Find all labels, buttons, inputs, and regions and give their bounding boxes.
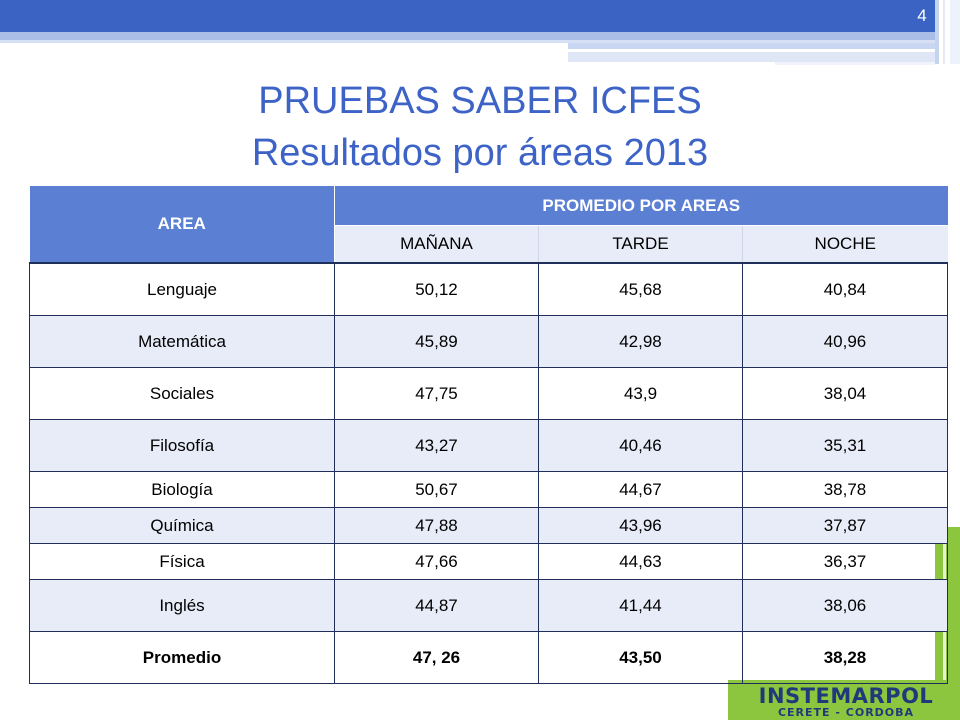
slide-number: 4 [917, 6, 927, 25]
cell-area: Química [29, 507, 335, 544]
cell-manana: 47,66 [334, 543, 539, 580]
header-area: AREA [29, 186, 335, 264]
cell-noche: 38,28 [742, 631, 948, 684]
cell-tarde: 40,46 [538, 419, 743, 472]
cell-area: Física [29, 543, 335, 580]
cell-noche: 36,37 [742, 543, 948, 580]
cell-tarde: 43,50 [538, 631, 743, 684]
cell-tarde: 44,63 [538, 543, 743, 580]
cell-noche: 40,96 [742, 315, 948, 368]
top-banner-thin-bar [0, 40, 935, 43]
table-row: Biología 50,67 44,67 38,78 [29, 471, 948, 508]
cell-area: Sociales [29, 367, 335, 420]
cell-area: Promedio [29, 631, 335, 684]
table-row: Lenguaje 50,12 45,68 40,84 [29, 263, 948, 316]
logo-name: INSTEMARPOL [758, 684, 934, 708]
cell-noche: 37,87 [742, 507, 948, 544]
cell-manana: 45,89 [334, 315, 539, 368]
cell-area: Filosofía [29, 419, 335, 472]
cell-tarde: 42,98 [538, 315, 743, 368]
right-stripe [935, 0, 939, 64]
school-logo [728, 680, 960, 720]
cell-noche: 38,04 [742, 367, 948, 420]
top-banner-white-line [568, 49, 888, 52]
table-row-total: Promedio 47, 26 43,50 38,28 [29, 631, 948, 684]
results-table: AREA PROMEDIO POR AREAS MAÑANA TARDE NOC… [29, 186, 948, 684]
cell-manana: 47,75 [334, 367, 539, 420]
cell-area: Lenguaje [29, 263, 335, 316]
right-stripe [943, 0, 945, 64]
header-noche: NOCHE [742, 225, 948, 264]
cell-area: Inglés [29, 579, 335, 632]
top-banner-bar [0, 0, 935, 32]
header-tarde: TARDE [538, 225, 743, 264]
cell-manana: 47,88 [334, 507, 539, 544]
cell-manana: 50,67 [334, 471, 539, 508]
cell-area: Biología [29, 471, 335, 508]
top-banner-step-bar-2 [568, 52, 935, 62]
header-manana: MAÑANA [334, 225, 539, 264]
cell-tarde: 43,96 [538, 507, 743, 544]
table-row: Inglés 44,87 41,44 38,06 [29, 579, 948, 632]
slide-title: PRUEBAS SABER ICFES [258, 80, 702, 122]
cell-tarde: 45,68 [538, 263, 743, 316]
cell-area: Matemática [29, 315, 335, 368]
top-banner-light-bar [0, 32, 935, 40]
cell-tarde: 41,44 [538, 579, 743, 632]
table-row: Química 47,88 43,96 37,87 [29, 507, 948, 544]
table-row: Filosofía 43,27 40,46 35,31 [29, 419, 948, 472]
header-promedio: PROMEDIO POR AREAS [334, 186, 948, 226]
cell-noche: 38,78 [742, 471, 948, 508]
cell-manana: 47, 26 [334, 631, 539, 684]
cell-noche: 40,84 [742, 263, 948, 316]
table-row: Matemática 45,89 42,98 40,96 [29, 315, 948, 368]
cell-manana: 43,27 [334, 419, 539, 472]
cell-tarde: 43,9 [538, 367, 743, 420]
table-row: Física 47,66 44,63 36,37 [29, 543, 948, 580]
top-banner-white-line-2 [775, 62, 935, 65]
slide-subtitle: Resultados por áreas 2013 [251, 132, 709, 174]
cell-manana: 44,87 [334, 579, 539, 632]
cell-noche: 35,31 [742, 419, 948, 472]
right-stripe [950, 0, 960, 64]
top-banner-step-bar [568, 43, 935, 49]
table-row: Sociales 47,75 43,9 38,04 [29, 367, 948, 420]
logo-subtitle: CERETE - CORDOBA [777, 706, 915, 719]
cell-manana: 50,12 [334, 263, 539, 316]
cell-tarde: 44,67 [538, 471, 743, 508]
cell-noche: 38,06 [742, 579, 948, 632]
